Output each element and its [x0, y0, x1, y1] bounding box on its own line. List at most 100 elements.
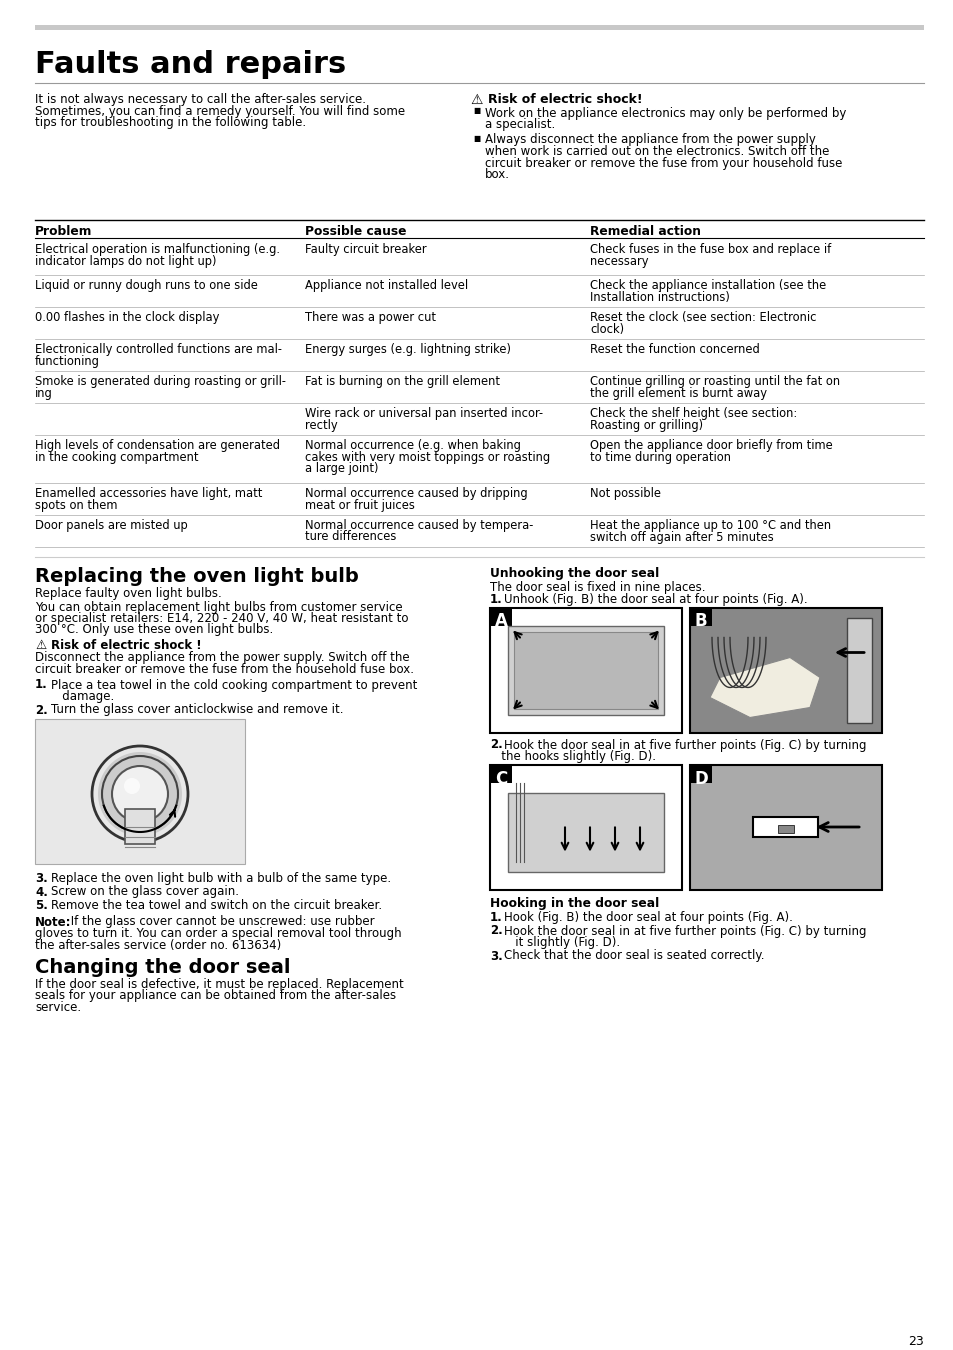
Bar: [490, 764, 681, 890]
Text: Appliance not installed level: Appliance not installed level: [305, 279, 468, 292]
Text: the after-sales service (order no. 613634): the after-sales service (order no. 61363…: [35, 938, 281, 952]
Text: Hook (Fig. B) the door seal at four points (Fig. A).: Hook (Fig. B) the door seal at four poin…: [503, 911, 792, 923]
Bar: [689, 764, 711, 783]
Text: Enamelled accessories have light, matt: Enamelled accessories have light, matt: [35, 487, 262, 500]
Text: functioning: functioning: [35, 355, 100, 367]
Text: B: B: [694, 613, 706, 630]
Text: 300 °C. Only use these oven light bulbs.: 300 °C. Only use these oven light bulbs.: [35, 624, 273, 636]
Text: Faults and repairs: Faults and repairs: [35, 50, 346, 80]
Text: You can obtain replacement light bulbs from customer service: You can obtain replacement light bulbs f…: [35, 601, 402, 613]
Text: 5.: 5.: [35, 899, 48, 913]
Bar: [778, 825, 793, 833]
Text: Changing the door seal: Changing the door seal: [35, 958, 291, 977]
Text: the grill element is burnt away: the grill element is burnt away: [589, 386, 766, 400]
Text: rectly: rectly: [305, 418, 337, 432]
Text: ture differences: ture differences: [305, 531, 395, 544]
Text: necessary: necessary: [589, 255, 648, 267]
Text: Hook the door seal in at five further points (Fig. C) by turning: Hook the door seal in at five further po…: [503, 738, 865, 752]
Text: The door seal is fixed in nine places.: The door seal is fixed in nine places.: [490, 580, 705, 594]
Text: damage.: damage.: [51, 690, 114, 703]
Text: clock): clock): [589, 323, 623, 336]
Text: Possible cause: Possible cause: [305, 225, 406, 238]
Text: 2.: 2.: [490, 738, 502, 752]
Text: Wire rack or universal pan inserted incor-: Wire rack or universal pan inserted inco…: [305, 406, 542, 420]
Text: 4.: 4.: [35, 886, 48, 899]
Text: Roasting or grilling): Roasting or grilling): [589, 418, 702, 432]
Text: or specialist retailers: E14, 220 - 240 V, 40 W, heat resistant to: or specialist retailers: E14, 220 - 240 …: [35, 612, 408, 625]
Text: circuit breaker or remove the fuse from the household fuse box.: circuit breaker or remove the fuse from …: [35, 663, 414, 676]
Text: There was a power cut: There was a power cut: [305, 310, 436, 324]
Text: ■: ■: [473, 107, 479, 116]
Text: 2.: 2.: [35, 703, 48, 717]
Text: spots on them: spots on them: [35, 498, 117, 512]
Text: switch off again after 5 minutes: switch off again after 5 minutes: [589, 531, 773, 544]
Text: Check fuses in the fuse box and replace if: Check fuses in the fuse box and replace …: [589, 243, 830, 256]
Text: ⚠: ⚠: [35, 639, 46, 652]
Text: seals for your appliance can be obtained from the after-sales: seals for your appliance can be obtained…: [35, 990, 395, 1003]
Text: Fat is burning on the grill element: Fat is burning on the grill element: [305, 375, 499, 387]
Text: meat or fruit juices: meat or fruit juices: [305, 498, 415, 512]
Text: Turn the glass cover anticlockwise and remove it.: Turn the glass cover anticlockwise and r…: [51, 703, 343, 717]
Text: in the cooking compartment: in the cooking compartment: [35, 451, 198, 463]
Text: when work is carried out on the electronics. Switch off the: when work is carried out on the electron…: [484, 144, 828, 158]
Text: Sometimes, you can find a remedy yourself. You will find some: Sometimes, you can find a remedy yoursel…: [35, 104, 405, 117]
Text: Hook the door seal in at five further points (Fig. C) by turning: Hook the door seal in at five further po…: [503, 925, 865, 937]
Text: Energy surges (e.g. lightning strike): Energy surges (e.g. lightning strike): [305, 343, 511, 356]
Text: Always disconnect the appliance from the power supply: Always disconnect the appliance from the…: [484, 134, 815, 147]
Text: it slightly (Fig. D).: it slightly (Fig. D).: [503, 936, 619, 949]
Text: C: C: [495, 769, 507, 787]
Text: 2.: 2.: [490, 925, 502, 937]
Text: box.: box.: [484, 167, 510, 181]
Text: to time during operation: to time during operation: [589, 451, 730, 463]
Bar: [490, 608, 512, 625]
Circle shape: [112, 765, 168, 822]
Text: Open the appliance door briefly from time: Open the appliance door briefly from tim…: [589, 439, 832, 452]
Text: If the door seal is defective, it must be replaced. Replacement: If the door seal is defective, it must b…: [35, 977, 403, 991]
Text: Unhooking the door seal: Unhooking the door seal: [490, 567, 659, 580]
Text: Check that the door seal is seated correctly.: Check that the door seal is seated corre…: [503, 949, 763, 963]
Text: Remedial action: Remedial action: [589, 225, 700, 238]
Text: cakes with very moist toppings or roasting: cakes with very moist toppings or roasti…: [305, 451, 550, 463]
Bar: [689, 608, 711, 625]
Text: 3.: 3.: [35, 872, 48, 886]
Bar: [507, 792, 663, 872]
Polygon shape: [709, 657, 820, 717]
Text: If the glass cover cannot be unscrewed: use rubber: If the glass cover cannot be unscrewed: …: [67, 915, 375, 929]
Bar: [490, 764, 512, 783]
Text: Replace faulty oven light bulbs.: Replace faulty oven light bulbs.: [35, 587, 221, 599]
Bar: [35, 26, 923, 30]
Text: Note:: Note:: [35, 915, 71, 929]
Text: A: A: [494, 613, 507, 630]
Text: Check the shelf height (see section:: Check the shelf height (see section:: [589, 406, 797, 420]
Text: 0.00 flashes in the clock display: 0.00 flashes in the clock display: [35, 310, 219, 324]
Bar: [35, 720, 245, 864]
Text: Disconnect the appliance from the power supply. Switch off the: Disconnect the appliance from the power …: [35, 652, 409, 664]
Text: Replace the oven light bulb with a bulb of the same type.: Replace the oven light bulb with a bulb …: [51, 872, 391, 886]
Text: 1.: 1.: [490, 593, 502, 606]
Text: Faulty circuit breaker: Faulty circuit breaker: [305, 243, 426, 256]
Text: indicator lamps do not light up): indicator lamps do not light up): [35, 255, 216, 267]
Text: ■: ■: [473, 134, 479, 143]
Text: Electronically controlled functions are mal-: Electronically controlled functions are …: [35, 343, 282, 356]
Text: service.: service.: [35, 1000, 81, 1014]
Text: Reset the clock (see section: Electronic: Reset the clock (see section: Electronic: [589, 310, 816, 324]
Text: tips for troubleshooting in the following table.: tips for troubleshooting in the followin…: [35, 116, 306, 130]
Text: Normal occurrence caused by tempera-: Normal occurrence caused by tempera-: [305, 518, 533, 532]
Text: It is not always necessary to call the after-sales service.: It is not always necessary to call the a…: [35, 93, 366, 107]
Text: Remove the tea towel and switch on the circuit breaker.: Remove the tea towel and switch on the c…: [51, 899, 382, 913]
Text: 1.: 1.: [35, 679, 48, 691]
Text: Hooking in the door seal: Hooking in the door seal: [490, 898, 659, 910]
Text: Screw on the glass cover again.: Screw on the glass cover again.: [51, 886, 239, 899]
Text: Risk of electric shock !: Risk of electric shock !: [51, 639, 201, 652]
Text: circuit breaker or remove the fuse from your household fuse: circuit breaker or remove the fuse from …: [484, 157, 841, 170]
Text: Problem: Problem: [35, 225, 92, 238]
Text: the hooks slightly (Fig. D).: the hooks slightly (Fig. D).: [490, 751, 656, 763]
Text: Normal occurrence (e.g. when baking: Normal occurrence (e.g. when baking: [305, 439, 520, 452]
Bar: [507, 625, 663, 714]
Text: Smoke is generated during roasting or grill-: Smoke is generated during roasting or gr…: [35, 375, 286, 387]
Circle shape: [124, 778, 140, 794]
Text: Risk of electric shock!: Risk of electric shock!: [488, 93, 642, 107]
Text: Check the appliance installation (see the: Check the appliance installation (see th…: [589, 279, 825, 292]
Text: Liquid or runny dough runs to one side: Liquid or runny dough runs to one side: [35, 279, 257, 292]
Bar: [846, 617, 871, 722]
